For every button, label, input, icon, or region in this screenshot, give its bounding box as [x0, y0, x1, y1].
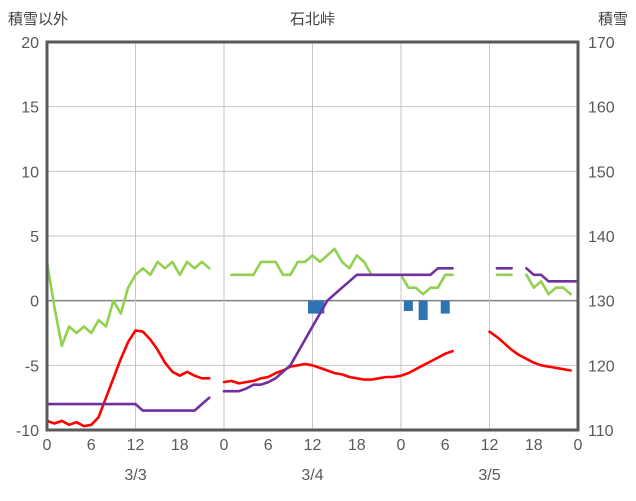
left-tick-label: 10	[21, 164, 39, 181]
chart-frame	[45, 40, 580, 432]
x-tick-label: 12	[481, 437, 499, 454]
left-tick-label: 0	[30, 294, 39, 311]
day-label: 3/3	[124, 467, 146, 484]
left-tick-label: 5	[30, 229, 39, 246]
day-label: 3/4	[301, 467, 323, 484]
day-label: 3/5	[478, 467, 500, 484]
right-tick-label: 170	[588, 35, 615, 52]
right-tick-label: 120	[588, 358, 615, 375]
right-tick-label: 110	[588, 423, 614, 440]
bar-blue_bars	[440, 300, 450, 314]
right-tick-label: 130	[588, 294, 615, 311]
x-tick-label: 18	[348, 437, 366, 454]
left-tick-label: 20	[21, 35, 39, 52]
x-tick-label: 18	[525, 437, 543, 454]
right-tick-label: 150	[588, 164, 615, 181]
right-axis-title: 積雪	[597, 11, 628, 28]
left-tick-label: -5	[25, 358, 39, 375]
series-red_line	[45, 329, 572, 428]
series-purple_line	[45, 267, 580, 412]
x-tick-label: 6	[441, 437, 450, 454]
x-tick-label: 0	[220, 437, 229, 454]
left-axis-title: 積雪以外	[8, 11, 69, 28]
chart-title: 石北峠	[289, 11, 335, 28]
series-green_line	[45, 247, 572, 348]
x-tick-label: 12	[127, 437, 145, 454]
left-tick-label: -10	[16, 423, 39, 440]
bar-blue_bars	[308, 300, 317, 314]
x-tick-label: 6	[87, 437, 96, 454]
x-tick-label: 6	[264, 437, 273, 454]
right-tick-label: 140	[588, 229, 615, 246]
bar-blue_bars	[403, 300, 413, 312]
bar-blue_bars	[315, 300, 325, 314]
x-tick-label: 18	[171, 437, 189, 454]
bar-blue_bars	[418, 300, 428, 321]
x-tick-label: 0	[43, 437, 52, 454]
left-tick-label: 15	[21, 100, 39, 117]
x-tick-label: 12	[304, 437, 322, 454]
right-tick-label: 160	[588, 100, 615, 117]
x-tick-label: 0	[397, 437, 406, 454]
x-tick-label: 0	[574, 437, 583, 454]
